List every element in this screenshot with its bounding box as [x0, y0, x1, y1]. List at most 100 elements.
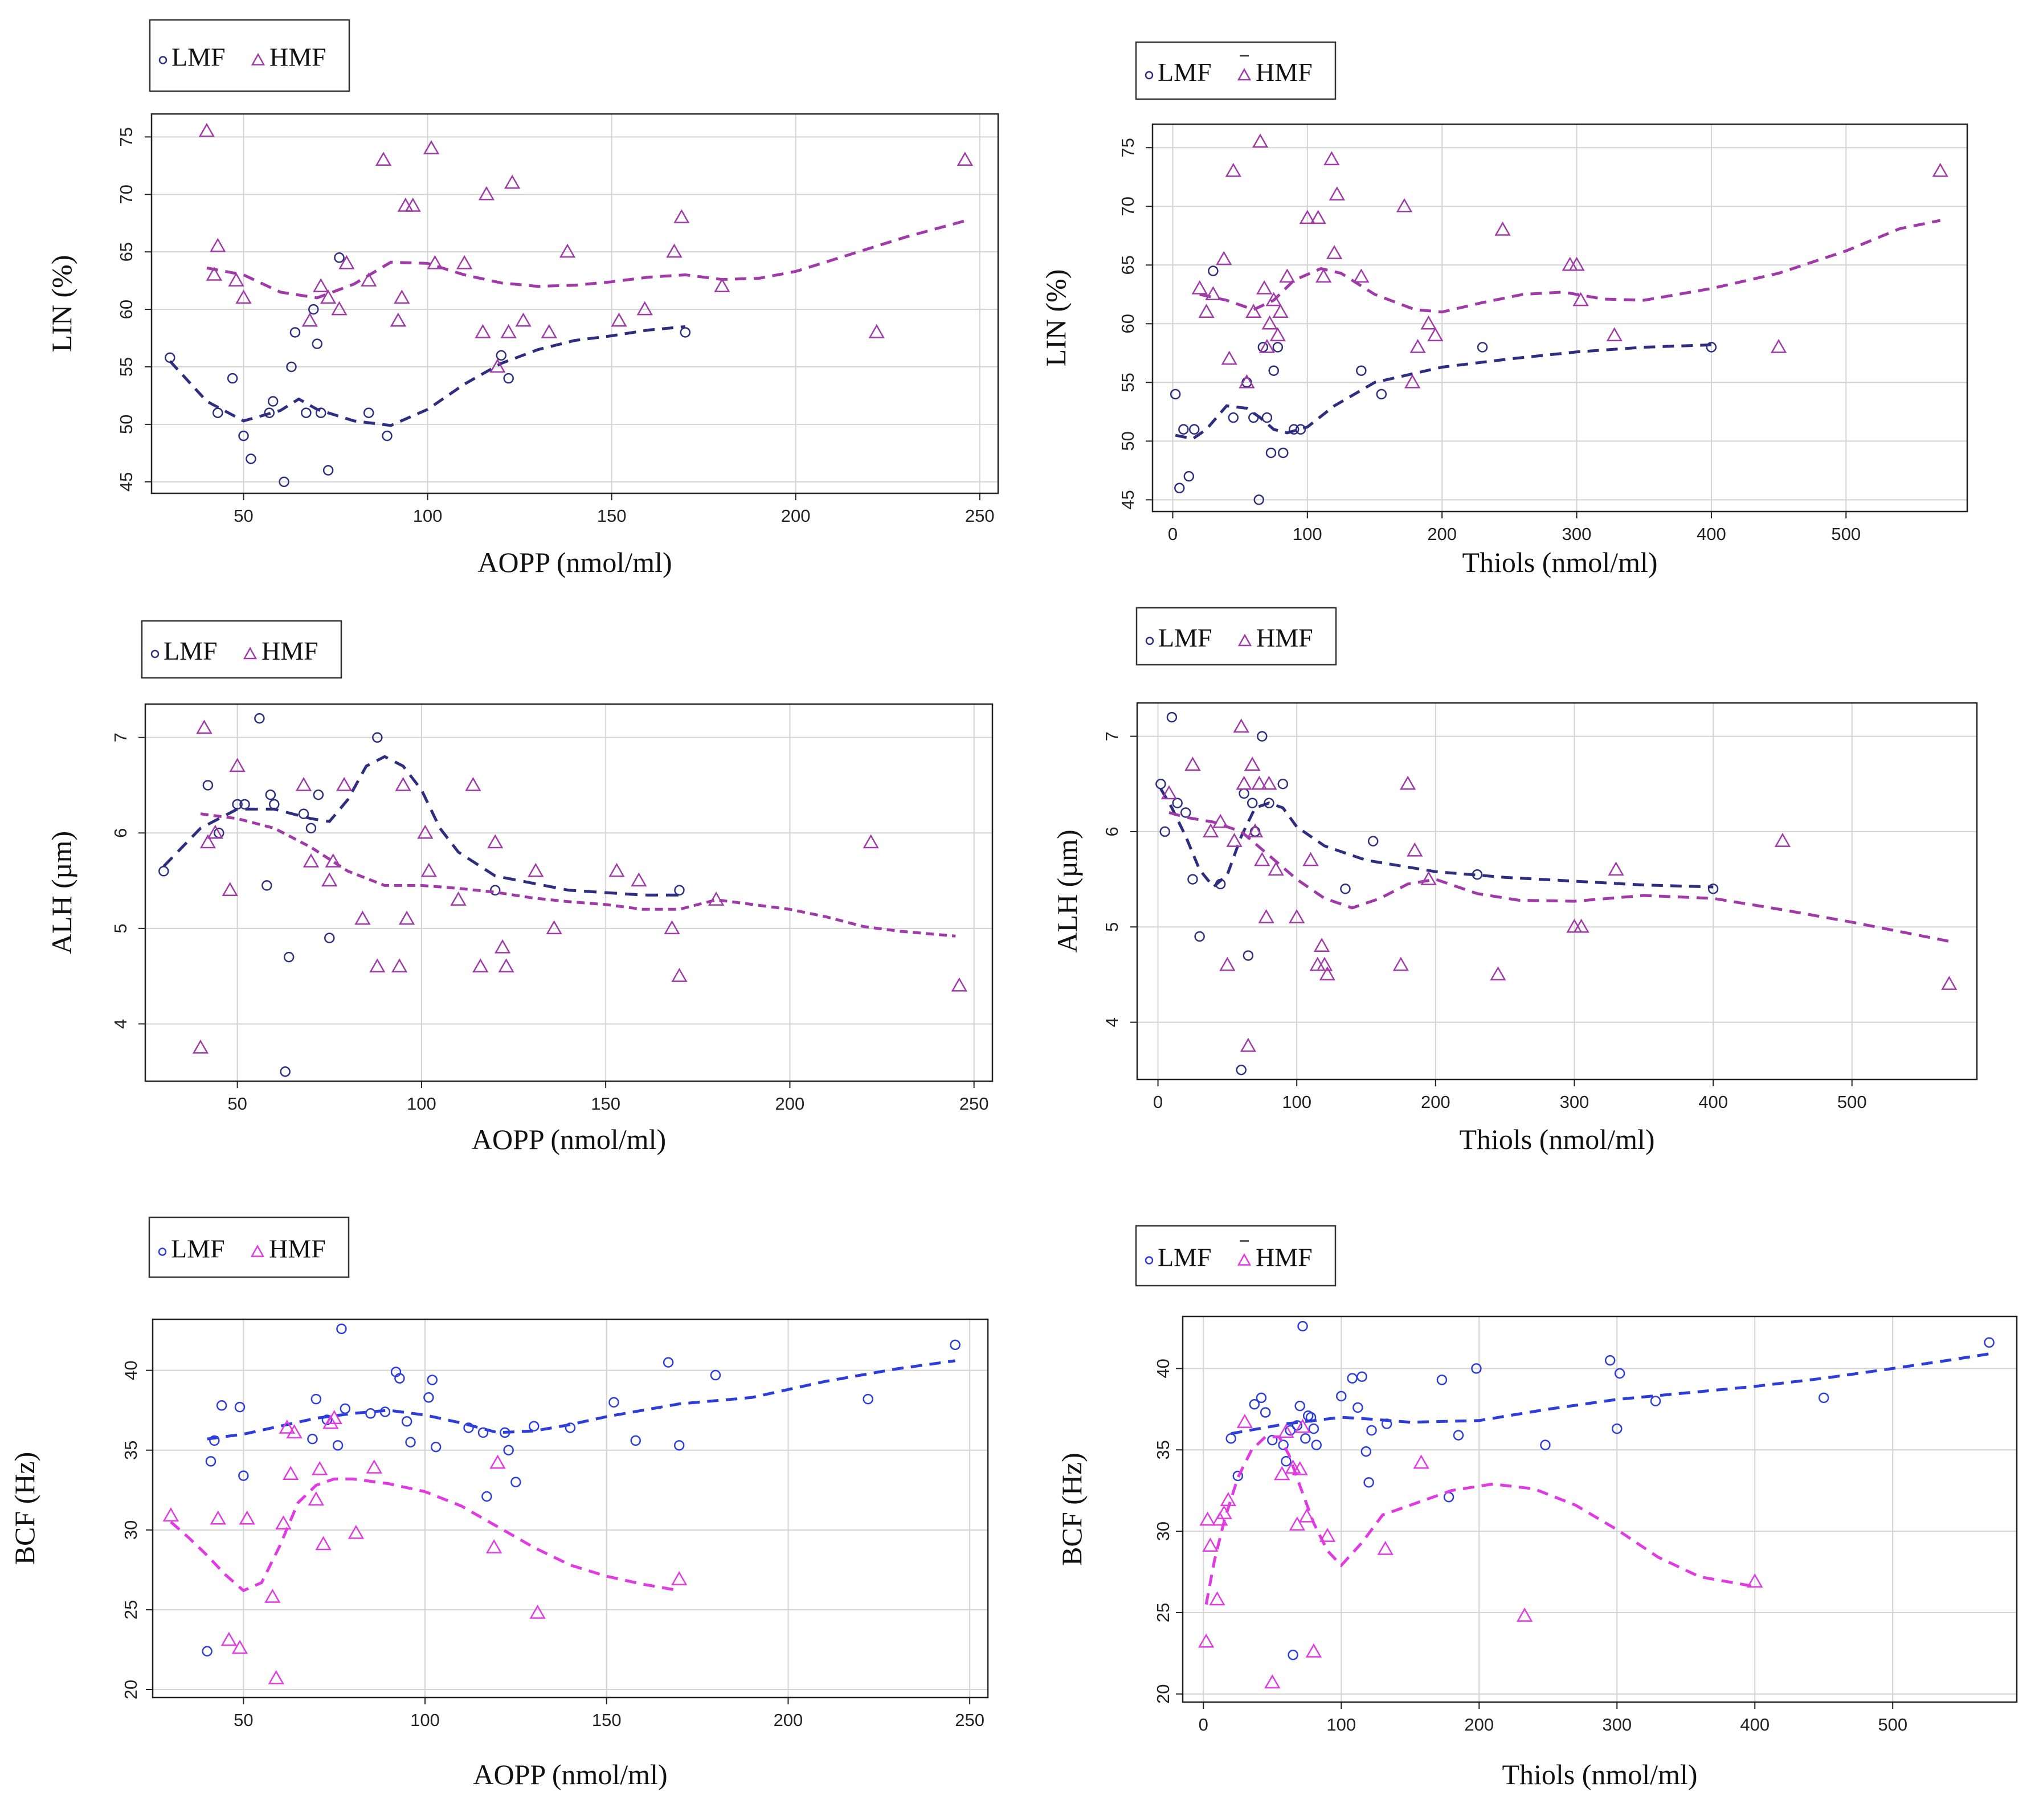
legend-hmf-label: HMF [261, 636, 318, 665]
lmf-point [382, 430, 393, 441]
lmf-trend-line [1159, 788, 1714, 889]
hmf-point [1161, 785, 1178, 800]
x-tick-label: 200 [1464, 1715, 1494, 1735]
hmf-point [239, 1510, 255, 1525]
legend-lmf-label: LMF [1158, 623, 1212, 652]
hmf-point [264, 1588, 281, 1603]
hmf-point [222, 882, 238, 897]
lmf-point [1297, 1320, 1308, 1332]
hmf-point [1516, 1608, 1533, 1622]
lmf-point [1352, 1402, 1363, 1413]
legend-hmf-label: HMF [269, 43, 326, 72]
lmf-point [283, 951, 295, 963]
legend-box [149, 19, 350, 92]
lmf-point [239, 799, 250, 810]
y-tick-label: 20 [1153, 1684, 1173, 1703]
lmf-point [405, 1437, 416, 1447]
hmf-point [286, 1424, 303, 1439]
hmf-point [268, 1670, 284, 1684]
y-axis-label: ALH (µm) [1051, 829, 1083, 952]
lmf-point [265, 789, 276, 800]
lmf-point [1253, 494, 1264, 505]
lmf-point [1285, 1425, 1296, 1436]
hmf-point [465, 776, 481, 791]
y-tick-label: 30 [121, 1520, 141, 1540]
hmf-point [1404, 374, 1421, 388]
x-tick-label: 200 [775, 1094, 805, 1114]
lmf-point [209, 1435, 220, 1446]
lmf-point [1305, 1412, 1317, 1423]
x-tick-label: 300 [1562, 524, 1592, 544]
hmf-point [1747, 1573, 1763, 1588]
lmf-point [1984, 1337, 1995, 1348]
y-axis-label: BCF (Hz) [1056, 1453, 1088, 1566]
lmf-point [477, 1427, 489, 1438]
hmf-point [348, 1524, 365, 1539]
hmf-point [1299, 210, 1315, 224]
hmf-point [1319, 966, 1335, 981]
lmf-point [324, 933, 335, 943]
x-tick-label: 500 [1831, 524, 1861, 544]
hmf-point [420, 862, 437, 877]
hmf-point [206, 267, 222, 281]
x-axis-label: Thiols (nmol/ml) [1502, 1758, 1697, 1790]
lmf-point [1272, 342, 1284, 353]
lmf-point [565, 1422, 576, 1433]
y-axis-label: BCF (Hz) [9, 1452, 40, 1565]
y-tick-label: 65 [116, 242, 136, 261]
lmf-point [1208, 265, 1219, 276]
panel-lin-thiols: 0 100 200 300 400 500 45 50 55 60 65 70 75 Thiols (nm… [1040, 41, 1968, 578]
y-tick-label: 4 [111, 1019, 130, 1029]
hmf-point [450, 891, 467, 906]
lmf-point [1174, 482, 1185, 494]
lmf-point [279, 476, 289, 488]
hmf-point [1313, 938, 1330, 952]
hmf-point [361, 272, 377, 287]
x-axis-label: Thiols (nmol/ml) [1459, 1123, 1654, 1155]
legend-hmf-marker [1237, 1253, 1252, 1266]
hmf-point [1302, 852, 1319, 866]
hmf-point [1239, 374, 1255, 388]
lmf-point [427, 1375, 438, 1385]
hmf-trend-line [200, 812, 956, 938]
hmf-point [1247, 823, 1264, 838]
legend-hmf-label: HMF [1256, 58, 1313, 87]
hmf-point [1199, 1511, 1216, 1526]
hmf-point [611, 312, 627, 327]
hmf-point [1329, 186, 1345, 201]
hmf-point [198, 122, 215, 137]
hmf-point [1289, 909, 1305, 923]
lmf-point [630, 1435, 641, 1446]
hmf-point [1279, 268, 1296, 283]
hmf-point [1240, 1037, 1257, 1052]
hmf-point [1319, 1528, 1336, 1542]
lmf-point [1818, 1392, 1829, 1404]
hmf-point [1258, 338, 1276, 353]
hmf-point [1212, 813, 1229, 828]
x-tick-label: 0 [1153, 1092, 1163, 1112]
hmf-point [220, 1631, 238, 1646]
panel-bcf-aopp: 50 100 150 200 250 20 25 30 35 40 AOPP (nmol/ml) BC… [9, 1216, 989, 1790]
lmf-trend-line [169, 325, 686, 427]
hmf-point [485, 1539, 502, 1553]
lmf-point [308, 304, 319, 315]
hmf-point [494, 939, 511, 954]
hmf-point [229, 758, 246, 772]
lmf-point [500, 1427, 510, 1438]
lmf-point [394, 1373, 405, 1384]
hmf-point [671, 968, 688, 982]
hmf-point [1420, 315, 1437, 330]
lmf-point [286, 361, 297, 373]
lmf-point [423, 1392, 434, 1403]
lmf-point [315, 407, 326, 418]
hmf-point [1209, 1591, 1225, 1606]
y-tick-label: 35 [1153, 1440, 1173, 1459]
hmf-point [1191, 280, 1208, 295]
hmf-point [1205, 286, 1221, 301]
legend-hmf-marker [250, 1244, 265, 1257]
lmf-point [1225, 1433, 1236, 1444]
hmf-point [546, 920, 562, 935]
lmf-point [280, 1066, 291, 1077]
legend-lmf-marker [158, 56, 167, 64]
hmf-point [235, 289, 252, 304]
